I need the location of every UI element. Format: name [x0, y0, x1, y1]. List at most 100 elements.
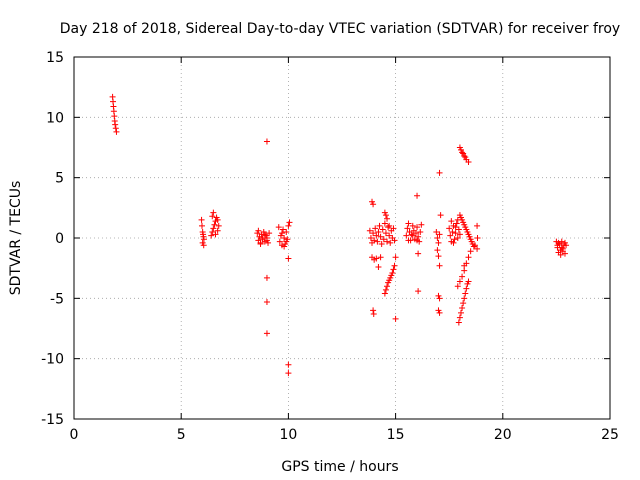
data-point [558, 244, 565, 251]
y-axis-label: SDTVAR / TECUs [8, 181, 24, 296]
data-point [210, 225, 217, 232]
data-point [405, 220, 412, 227]
data-point [474, 235, 481, 241]
data-point [381, 290, 388, 297]
y-tick-label: 5 [55, 171, 64, 187]
data-point [377, 233, 384, 240]
data-point [285, 255, 292, 262]
data-point [214, 227, 221, 234]
data-point [384, 283, 391, 290]
data-point [412, 230, 419, 237]
y-tick-label: 0 [55, 231, 64, 247]
data-point [263, 330, 270, 337]
x-tick-label: 10 [279, 427, 297, 443]
data-point [198, 222, 205, 229]
data-point [112, 125, 119, 132]
data-point [447, 232, 454, 239]
data-point [465, 254, 472, 261]
data-point [435, 239, 442, 246]
data-point [378, 241, 385, 248]
data-point [263, 274, 270, 281]
data-point [434, 247, 441, 254]
data-point [370, 230, 377, 237]
data-point [436, 231, 443, 238]
data-point [391, 262, 398, 269]
data-point [374, 238, 381, 245]
data-point [257, 241, 264, 248]
data-point [208, 232, 215, 239]
data-point [456, 314, 463, 321]
data-point [276, 238, 283, 245]
data-point [281, 243, 288, 250]
data-point [454, 235, 461, 241]
data-point [375, 263, 382, 270]
data-point [404, 225, 411, 232]
data-point [286, 219, 293, 226]
data-point [382, 286, 389, 293]
data-point [211, 221, 218, 228]
y-tick-label: -15 [41, 412, 64, 428]
x-tick-label: 15 [387, 427, 405, 443]
data-point [455, 319, 462, 326]
data-point [112, 121, 119, 128]
data-point [390, 266, 397, 273]
data-point [434, 235, 441, 241]
data-point [210, 209, 217, 216]
data-point [385, 224, 392, 231]
x-tick-label: 25 [601, 427, 619, 443]
data-point [387, 239, 394, 246]
data-point [436, 295, 443, 302]
ticks: 0 5 10 15 20 25 15 10 5 0 -5 -10 -15 [41, 50, 619, 443]
data-point [198, 216, 205, 223]
data-point [390, 225, 397, 232]
data-point [409, 222, 416, 229]
data-point [386, 222, 393, 229]
data-point [382, 230, 389, 237]
data-point [418, 221, 425, 228]
data-point [392, 254, 399, 261]
data-point [465, 158, 472, 165]
data-point [372, 225, 379, 232]
data-point [557, 251, 564, 258]
data-point [459, 273, 466, 280]
data-point [285, 361, 292, 368]
data-point [453, 220, 460, 227]
x-axis-label: GPS time / hours [281, 459, 398, 475]
data-point [389, 269, 396, 276]
data-point [259, 235, 266, 241]
data-point [471, 242, 478, 249]
data-point [403, 232, 410, 239]
grid [74, 57, 610, 419]
data-point [370, 201, 377, 208]
data-point [414, 224, 421, 231]
data-point [373, 255, 380, 262]
x-tick-label: 5 [177, 427, 186, 443]
y-tick-label: 10 [46, 110, 64, 126]
data-point [283, 238, 290, 245]
data-point [212, 231, 219, 238]
data-point [436, 262, 443, 269]
data-point [381, 220, 388, 227]
data-point [281, 235, 288, 241]
data-point [451, 236, 458, 243]
data-point [261, 231, 268, 238]
data-point [209, 213, 216, 220]
data-point [470, 243, 477, 250]
y-tick-label: -5 [50, 291, 64, 307]
y-tick-label: -10 [41, 352, 64, 368]
data-point [382, 212, 389, 219]
data-point [461, 295, 468, 302]
data-point [554, 242, 561, 249]
data-point [405, 237, 412, 244]
x-tick-label: 0 [70, 427, 79, 443]
data-point [414, 237, 421, 244]
data-point [263, 298, 270, 305]
data-point [113, 128, 120, 135]
data-point [275, 224, 282, 231]
data-point [474, 245, 481, 252]
data-point [461, 152, 468, 159]
data-point [463, 285, 470, 292]
data-point [415, 250, 422, 257]
data-point [285, 222, 292, 229]
